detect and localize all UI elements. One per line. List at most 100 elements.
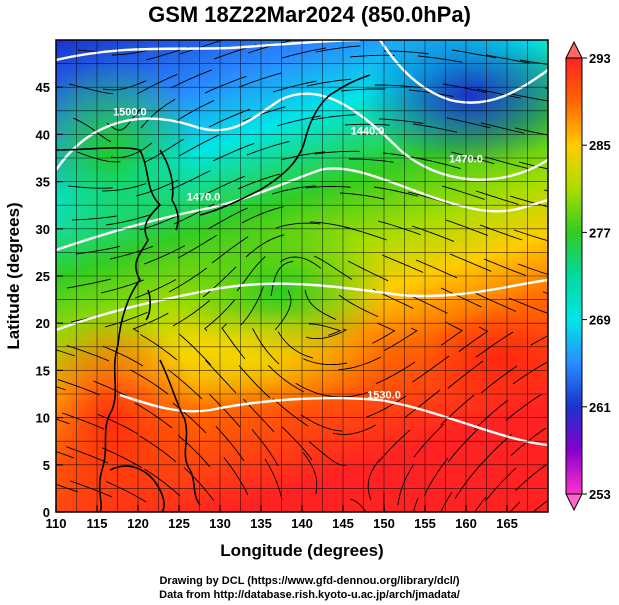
y-tick-label: 20 — [36, 316, 50, 331]
streamline — [169, 170, 211, 191]
temperature-field — [56, 40, 548, 512]
streamline — [412, 123, 458, 133]
streamline — [136, 73, 178, 95]
streamline — [338, 356, 382, 371]
streamline — [56, 418, 71, 425]
streamline — [66, 446, 109, 464]
streamline — [338, 294, 379, 318]
streamline — [440, 287, 482, 308]
streamline — [270, 260, 294, 297]
x-tick-label: 115 — [87, 516, 108, 531]
streamline — [415, 259, 458, 279]
streamline — [106, 481, 147, 503]
streamline — [509, 501, 521, 512]
streamline — [279, 256, 322, 269]
streamline — [100, 279, 144, 294]
y-tick-label: 40 — [36, 127, 50, 142]
streamline — [454, 462, 483, 499]
contour-line — [56, 92, 548, 181]
streamline — [241, 206, 284, 224]
streamline — [375, 84, 420, 89]
streamline — [76, 151, 121, 163]
streamline — [178, 333, 212, 366]
streamline — [97, 413, 139, 435]
coastlines — [56, 74, 371, 512]
x-tick-label: 130 — [209, 516, 231, 531]
streamline — [178, 435, 211, 468]
wind-streamlines — [56, 40, 548, 512]
streamline — [446, 117, 491, 129]
streamline — [377, 220, 421, 236]
streamline — [130, 369, 169, 395]
y-axis-ticks: 0 5 10 15 20 25 30 35 40 45 — [36, 80, 63, 520]
streamline — [174, 100, 215, 123]
streamline — [203, 175, 245, 196]
streamline — [134, 279, 177, 299]
streamline — [238, 365, 271, 399]
streamline — [106, 109, 141, 131]
streamline — [134, 402, 173, 429]
x-axis-ticks: 110 115 120 125 130 135 140 145 150 155 160 165 — [46, 505, 518, 531]
streamline — [110, 142, 153, 158]
streamline — [310, 114, 356, 121]
coastline-korea — [159, 149, 179, 231]
streamline — [406, 293, 448, 314]
y-tick-label: 35 — [36, 175, 50, 190]
streamline — [252, 327, 280, 365]
streamline — [309, 323, 342, 336]
streamline — [67, 185, 113, 189]
streamline — [449, 253, 492, 272]
streamline — [56, 451, 75, 459]
streamline — [274, 290, 292, 331]
streamline — [275, 222, 321, 229]
streamline — [512, 361, 548, 385]
streamline — [347, 260, 389, 282]
streamline — [475, 190, 519, 205]
streamline — [518, 161, 548, 170]
streamline — [423, 457, 449, 497]
coastline-borneo — [109, 465, 165, 512]
streamline — [304, 289, 337, 320]
streamline — [303, 358, 348, 366]
contour-label: 1470.0 — [187, 191, 221, 203]
contour-line — [119, 393, 548, 447]
streamline — [139, 213, 182, 231]
colorbar-tick-label: 285 — [589, 138, 611, 153]
streamline — [474, 292, 517, 312]
colorbar-max-arrow — [565, 40, 583, 59]
streamline — [366, 395, 407, 418]
contour-line — [379, 40, 548, 104]
streamline — [246, 140, 290, 156]
streamline — [305, 328, 348, 340]
colorbar-tick-label: 293 — [589, 51, 611, 66]
contour-label: 1500.0 — [113, 107, 147, 119]
streamline — [479, 433, 513, 466]
streamline — [75, 245, 121, 255]
streamline — [483, 258, 526, 276]
streamline — [413, 423, 445, 458]
contour-labels: 1440.0 1500.0 1470.0 1470.0 1530.0 — [113, 107, 483, 402]
colorbar-min-arrow — [565, 493, 583, 512]
streamline — [300, 414, 343, 432]
streamline — [178, 134, 219, 157]
streamline — [101, 183, 147, 192]
colorbar: 293 285 277 269 261 253 — [565, 40, 611, 512]
coastline-taiwan — [145, 289, 151, 321]
streamline — [105, 214, 150, 226]
streamline — [417, 55, 463, 63]
footer-credit: Drawing by DCL (https://www.gfd-dennou.o… — [159, 575, 460, 587]
streamline — [441, 185, 485, 200]
x-tick-label: 160 — [455, 516, 477, 531]
streamline — [205, 359, 237, 394]
streamline — [306, 78, 352, 87]
streamline — [71, 215, 117, 221]
streamline — [476, 88, 521, 99]
contour-label: 1530.0 — [367, 390, 401, 402]
streamline — [140, 334, 178, 361]
coastline-philippines — [159, 359, 201, 506]
streamline — [209, 393, 241, 428]
streamline — [281, 426, 313, 461]
colorbar-body — [565, 57, 583, 495]
contour-label: 1440.0 — [351, 125, 385, 137]
streamline — [242, 106, 286, 122]
